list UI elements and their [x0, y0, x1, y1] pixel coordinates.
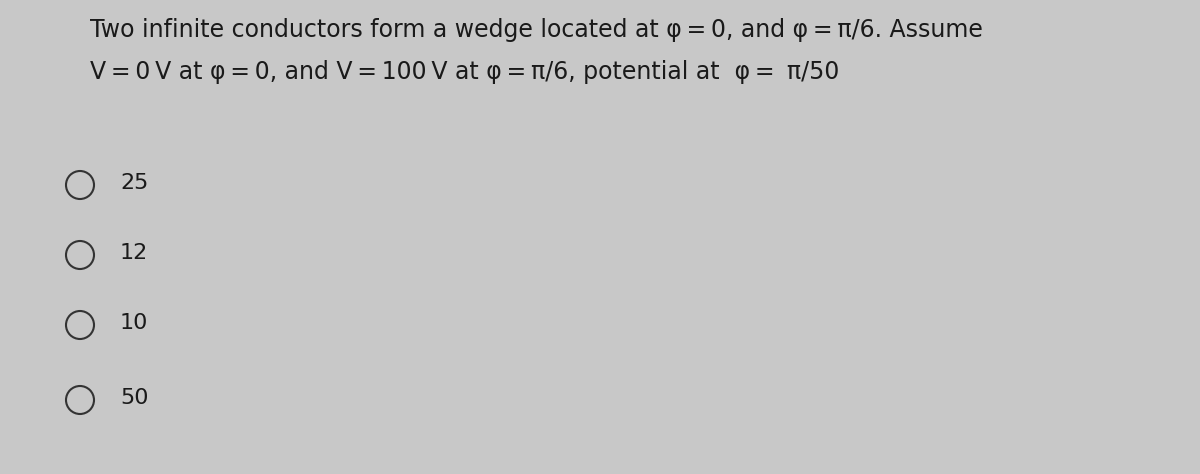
Text: 12: 12: [120, 243, 149, 263]
Text: 50: 50: [120, 388, 149, 408]
Text: Two infinite conductors form a wedge located at φ = 0, and φ = π/6. Assume: Two infinite conductors form a wedge loc…: [90, 18, 983, 42]
Text: 25: 25: [120, 173, 149, 193]
Text: 10: 10: [120, 313, 149, 333]
Text: V = 0 V at φ = 0, and V = 100 V at φ = π/6, potential at  φ =  π/50: V = 0 V at φ = 0, and V = 100 V at φ = π…: [90, 60, 839, 84]
